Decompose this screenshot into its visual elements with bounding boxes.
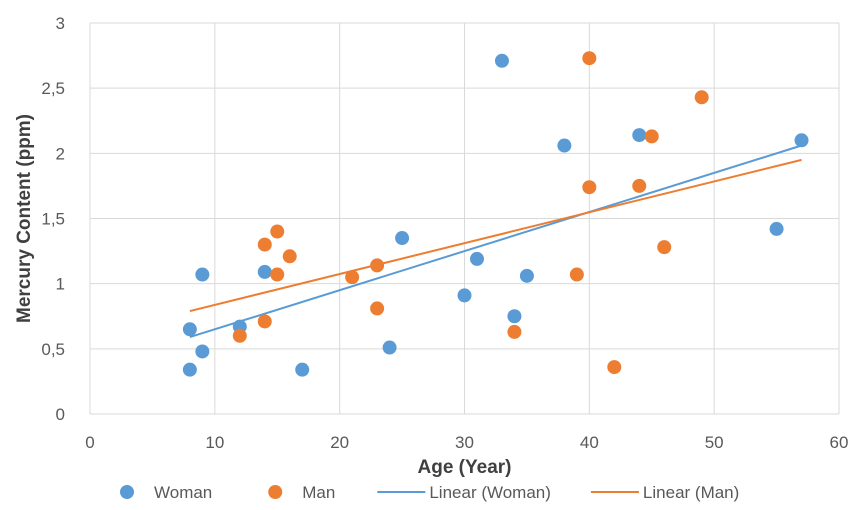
data-point-woman — [557, 138, 572, 153]
legend: Woman Man Linear (Woman) Linear (Man) — [120, 483, 739, 502]
legend-label: Man — [302, 483, 335, 502]
legend-marker-woman — [120, 485, 134, 499]
data-point-man — [657, 240, 672, 255]
trendline-linear-man — [189, 158, 802, 313]
data-point-man — [270, 267, 285, 282]
x-tick-label: 60 — [830, 433, 849, 452]
data-point-man — [270, 224, 285, 239]
data-point-woman — [457, 288, 472, 303]
y-axis-title: Mercury Content (ppm) — [14, 114, 35, 323]
x-tick-label: 30 — [455, 433, 474, 452]
data-point-woman — [195, 344, 210, 359]
x-tick-label: 50 — [705, 433, 724, 452]
x-tick-label: 0 — [85, 433, 94, 452]
data-point-man — [644, 129, 659, 144]
data-point-woman — [632, 128, 647, 143]
legend-marker-man — [268, 485, 283, 499]
y-axis-ticks: 0 0,5 1 1,5 2 2,5 3 — [41, 14, 65, 424]
x-tick-label: 20 — [330, 433, 349, 452]
data-point-man — [257, 237, 272, 252]
data-point-man — [694, 90, 709, 105]
data-point-man — [582, 180, 597, 195]
legend-label: Linear (Man) — [643, 483, 739, 502]
data-point-woman — [295, 362, 310, 377]
trendlines — [189, 144, 802, 339]
data-point-woman — [257, 264, 272, 279]
data-point-man — [370, 301, 385, 316]
data-point-man — [345, 270, 360, 285]
data-point-woman — [182, 362, 197, 377]
data-point-woman — [182, 322, 197, 337]
y-tick-label: 1,5 — [41, 210, 65, 229]
grid-lines — [89, 22, 840, 415]
data-point-woman — [494, 53, 509, 68]
legend-label: Linear (Woman) — [429, 483, 551, 502]
data-point-woman — [469, 251, 484, 266]
y-tick-label: 1 — [56, 275, 65, 294]
x-axis-title: Age (Year) — [418, 457, 512, 478]
data-point-man — [507, 324, 522, 339]
y-tick-label: 0,5 — [41, 340, 65, 359]
data-point-woman — [794, 133, 809, 148]
y-tick-label: 2,5 — [41, 79, 65, 98]
x-tick-label: 10 — [205, 433, 224, 452]
data-points — [182, 51, 809, 377]
data-point-woman — [507, 309, 522, 324]
data-point-man — [282, 249, 297, 264]
data-point-woman — [382, 340, 397, 355]
data-point-man — [257, 314, 272, 329]
trendline-linear-woman — [189, 144, 802, 339]
data-point-man — [632, 178, 647, 193]
x-axis-ticks: 0 10 20 30 40 50 60 — [85, 433, 848, 452]
data-point-woman — [195, 267, 210, 282]
data-point-man — [607, 360, 622, 375]
data-point-man — [582, 51, 597, 66]
y-tick-label: 0 — [56, 405, 65, 424]
data-point-man — [370, 258, 385, 273]
data-point-woman — [769, 221, 784, 236]
data-point-woman — [395, 231, 410, 246]
y-tick-label: 3 — [56, 14, 65, 33]
data-point-woman — [519, 268, 534, 283]
data-point-man — [232, 328, 247, 343]
x-tick-label: 40 — [580, 433, 599, 452]
legend-label: Woman — [154, 483, 212, 502]
y-tick-label: 2 — [56, 144, 65, 163]
data-point-man — [569, 267, 584, 282]
